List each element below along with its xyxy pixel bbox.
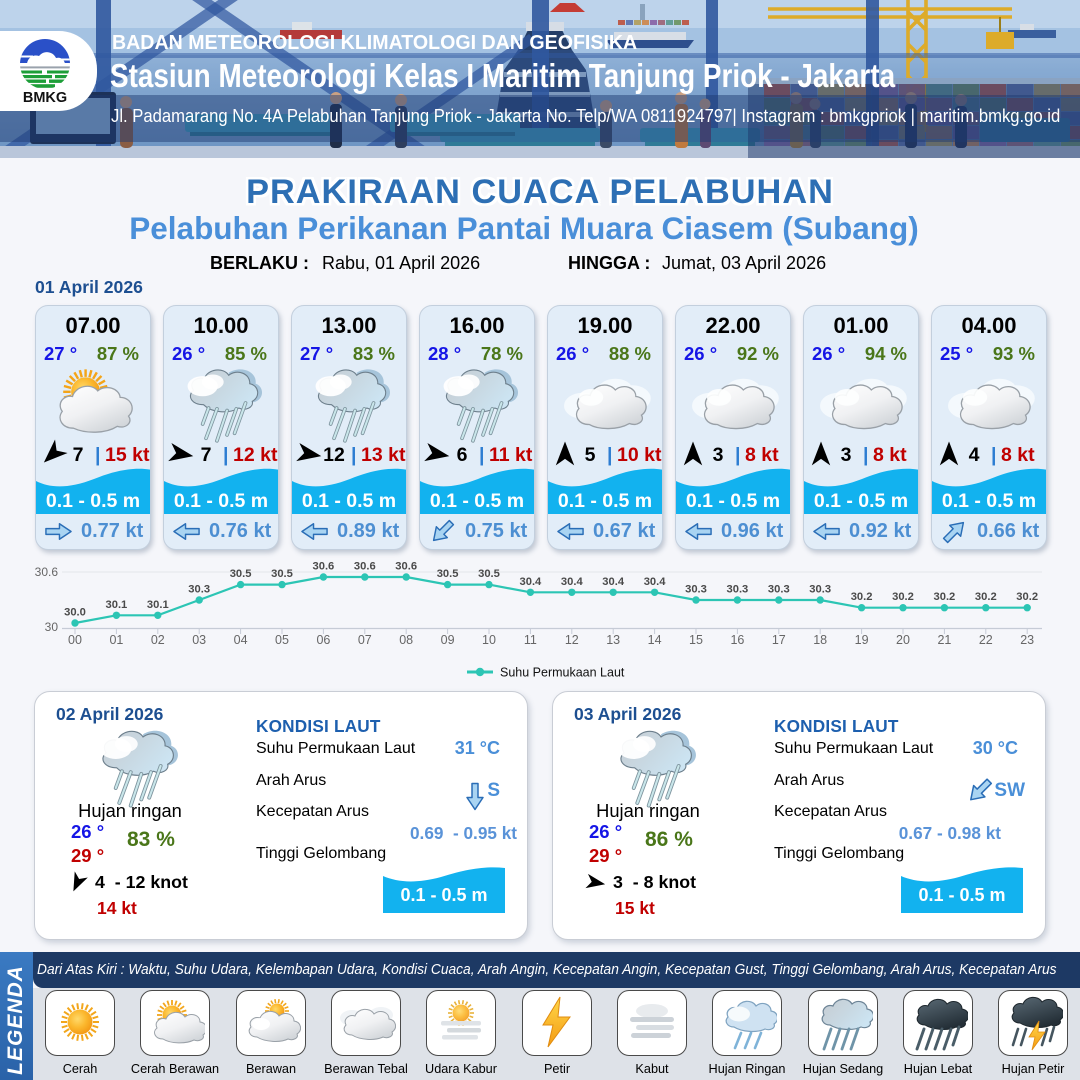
svg-text:01: 01	[109, 633, 123, 647]
svg-text:17: 17	[772, 633, 786, 647]
svg-text:30.5: 30.5	[230, 568, 252, 580]
svg-text:30: 30	[45, 620, 59, 634]
svg-text:02: 02	[151, 633, 165, 647]
svg-text:03: 03	[192, 633, 206, 647]
svg-text:30.2: 30.2	[1016, 591, 1038, 603]
svg-text:30.4: 30.4	[561, 576, 584, 588]
svg-text:30.5: 30.5	[478, 568, 500, 580]
svg-text:30.4: 30.4	[602, 576, 625, 588]
svg-text:12: 12	[565, 633, 579, 647]
svg-text:30.3: 30.3	[768, 584, 790, 596]
svg-text:30.3: 30.3	[188, 584, 210, 596]
svg-text:30.6: 30.6	[354, 561, 376, 573]
svg-text:30.6: 30.6	[395, 561, 417, 573]
svg-text:30.5: 30.5	[271, 568, 293, 580]
svg-text:06: 06	[316, 633, 330, 647]
svg-text:15: 15	[689, 633, 703, 647]
svg-text:30.2: 30.2	[851, 591, 873, 603]
svg-text:16: 16	[730, 633, 744, 647]
svg-text:30.1: 30.1	[147, 599, 169, 611]
svg-text:30.1: 30.1	[106, 599, 128, 611]
svg-text:13: 13	[606, 633, 620, 647]
svg-text:08: 08	[399, 633, 413, 647]
svg-text:BMKG: BMKG	[23, 90, 67, 104]
svg-text:04: 04	[234, 633, 248, 647]
svg-text:09: 09	[441, 633, 455, 647]
svg-text:05: 05	[275, 633, 289, 647]
svg-text:18: 18	[813, 633, 827, 647]
svg-text:07: 07	[358, 633, 372, 647]
svg-text:30.6: 30.6	[35, 565, 59, 579]
svg-text:10: 10	[482, 633, 496, 647]
svg-text:14: 14	[648, 633, 662, 647]
svg-text:30.5: 30.5	[437, 568, 459, 580]
svg-text:20: 20	[896, 633, 910, 647]
svg-text:19: 19	[855, 633, 869, 647]
svg-text:00: 00	[68, 633, 82, 647]
svg-text:30.0: 30.0	[64, 607, 86, 619]
svg-text:30.3: 30.3	[727, 584, 749, 596]
svg-text:30.3: 30.3	[809, 584, 831, 596]
svg-text:30.3: 30.3	[685, 584, 707, 596]
svg-text:30.2: 30.2	[934, 591, 956, 603]
svg-text:30.4: 30.4	[644, 576, 667, 588]
svg-text:Suhu Permukaan Laut: Suhu Permukaan Laut	[500, 666, 625, 680]
svg-text:22: 22	[979, 633, 993, 647]
svg-text:23: 23	[1020, 633, 1034, 647]
svg-text:30.2: 30.2	[892, 591, 914, 603]
svg-text:30.2: 30.2	[975, 591, 997, 603]
svg-text:11: 11	[524, 633, 537, 647]
svg-text:30.6: 30.6	[313, 561, 335, 573]
svg-text:21: 21	[937, 633, 951, 647]
svg-text:30.4: 30.4	[520, 576, 543, 588]
